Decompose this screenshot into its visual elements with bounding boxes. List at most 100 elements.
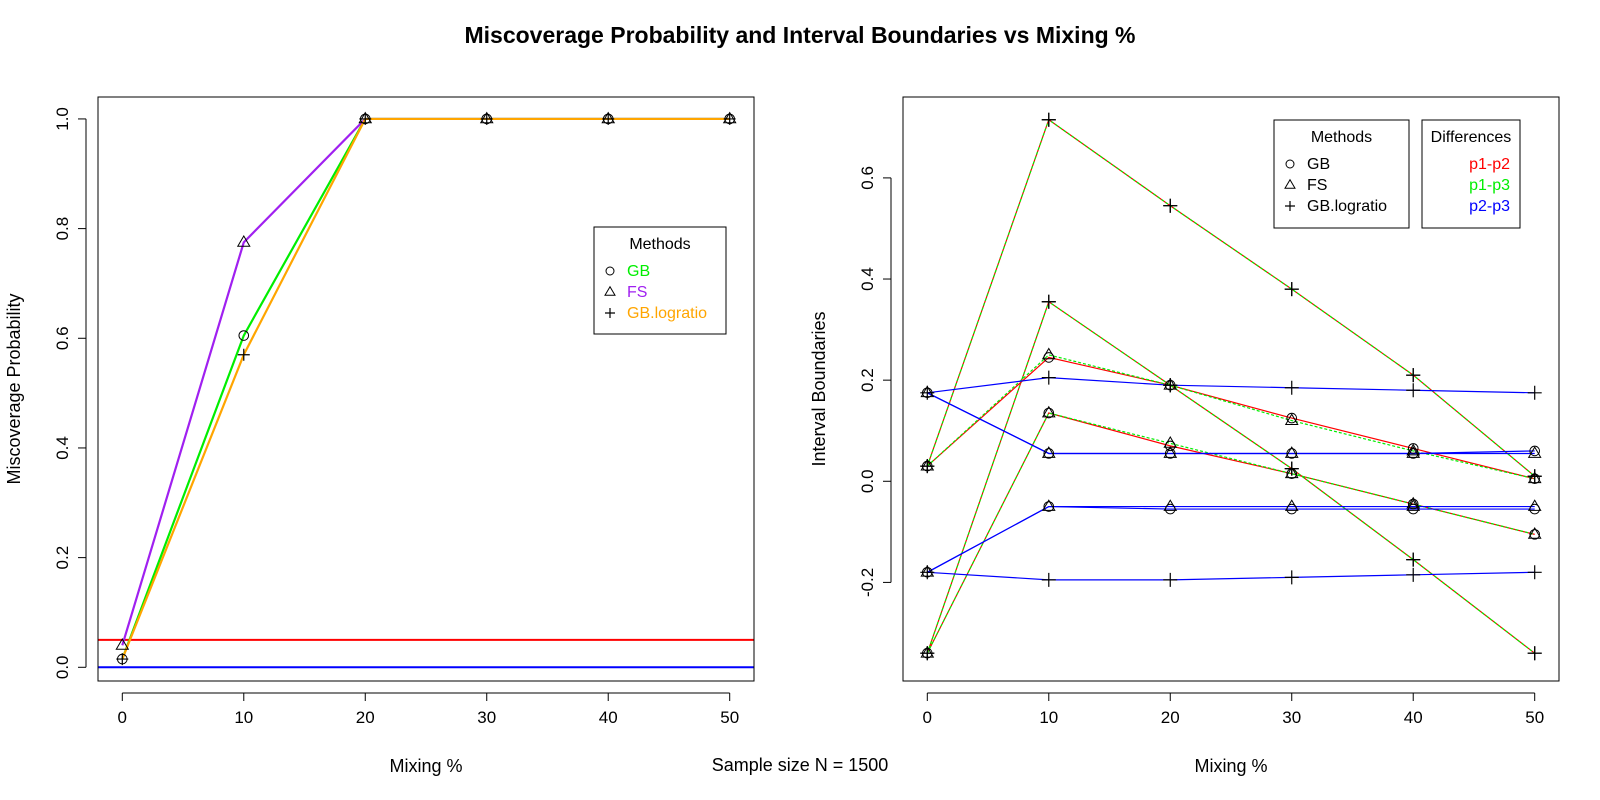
series-line [927, 505, 1535, 573]
data-point [1284, 466, 1299, 479]
legend-box [1273, 119, 1410, 229]
plot-frame [97, 96, 755, 682]
y-tick-label: 0.4 [53, 436, 72, 460]
legend-entry-label: p1-p2 [1469, 156, 1510, 173]
series-line [926, 300, 1536, 654]
data-point [920, 385, 935, 398]
data-point [1407, 448, 1419, 459]
legend-entry-label: GB.logratio [627, 305, 707, 322]
series-line [927, 505, 1535, 573]
series-line [926, 356, 1535, 480]
legend-marker [1285, 201, 1295, 211]
series-line [121, 117, 730, 660]
data-point [1527, 471, 1542, 484]
series-line [927, 392, 1535, 455]
y-axis-label: Miscoverage Probability [4, 293, 24, 484]
x-axis-label: Mixing % [1194, 756, 1267, 776]
y-tick-label: 0.6 [53, 326, 72, 350]
data-point [921, 647, 933, 659]
x-tick-label: 10 [1039, 708, 1058, 727]
data-point [1286, 412, 1298, 424]
legend-title: Methods [1311, 129, 1372, 146]
data-point [920, 458, 935, 471]
x-tick-label: 40 [1404, 708, 1423, 727]
data-point [1284, 446, 1299, 458]
data-point [1406, 552, 1421, 567]
legend-entry-label: GB.logratio [1307, 198, 1387, 215]
legend-entry-label: GB [1307, 156, 1330, 173]
data-point [1284, 499, 1299, 511]
data-point [1043, 448, 1055, 459]
y-tick-label: 0.2 [858, 368, 877, 392]
legend-entry-label: FS [1307, 177, 1327, 194]
x-tick-label: 0 [118, 708, 127, 727]
data-point [1527, 385, 1542, 400]
figure-title: Miscoverage Probability and Interval Bou… [464, 22, 1135, 48]
legend-marker [605, 266, 615, 276]
data-point [920, 564, 935, 577]
data-point [1284, 570, 1299, 585]
y-tick-label: 0.2 [53, 546, 72, 570]
data-point [1527, 646, 1542, 661]
data-point [1041, 499, 1056, 511]
y-axis-label: Interval Boundaries [809, 311, 829, 466]
legend-entry-label: GB [627, 263, 650, 280]
data-point [1164, 448, 1176, 459]
data-point [480, 112, 493, 125]
x-tick-label: 20 [1161, 708, 1180, 727]
data-point [723, 112, 736, 125]
x-tick-label: 50 [1525, 708, 1544, 727]
data-point [1041, 347, 1056, 360]
y-tick-label: -0.2 [858, 568, 877, 597]
x-tick-label: 40 [599, 708, 618, 727]
data-point [1286, 448, 1298, 459]
x-tick-label: 20 [356, 708, 375, 727]
legend-title: Methods [629, 236, 690, 253]
x-tick-label: 30 [477, 708, 496, 727]
data-point [1527, 446, 1542, 458]
data-point [1041, 370, 1056, 385]
y-tick-label: 0.4 [858, 267, 877, 291]
data-point [1407, 443, 1419, 454]
data-point [236, 235, 251, 247]
x-tick-label: 50 [720, 708, 739, 727]
data-point [1406, 383, 1421, 398]
data-point [1527, 565, 1542, 580]
legend-marker [605, 308, 615, 318]
data-point [1527, 527, 1542, 539]
data-point [115, 638, 130, 650]
data-point [1406, 567, 1421, 582]
x-axis-label: Mixing % [389, 756, 462, 776]
y-tick-label: 1.0 [53, 107, 72, 131]
series-line [121, 117, 730, 660]
data-point [1406, 499, 1421, 511]
data-point [921, 566, 933, 578]
data-point [237, 348, 250, 361]
series-line [927, 571, 1535, 581]
legend-box [1421, 119, 1521, 229]
data-point [1163, 198, 1178, 213]
data-point [1529, 473, 1541, 485]
series-line [926, 354, 1535, 480]
data-point [1284, 413, 1299, 425]
data-point [1041, 446, 1056, 458]
data-point [920, 645, 935, 658]
data-point [1043, 407, 1055, 419]
data-point [602, 112, 615, 125]
data-point [1163, 572, 1178, 587]
data-point [1529, 445, 1541, 457]
legend-entry-label: p2-p3 [1469, 198, 1510, 215]
y-tick-label: 0.6 [858, 166, 877, 190]
legend-box [593, 226, 727, 335]
data-point [1407, 498, 1419, 510]
interval-panel: 0 10 20 30 40 50 -0.2 0.0 0.2 0.4 0.6 Mixing % Inter… [809, 96, 1560, 776]
legend-entry-label: p1-p3 [1469, 177, 1510, 194]
y-tick-label: 0.8 [53, 217, 72, 241]
footnote: Sample size N = 1500 [712, 755, 889, 775]
legend-marker [604, 285, 616, 296]
data-point [1527, 499, 1542, 511]
data-point [1041, 405, 1056, 418]
legend-title: Differences [1431, 129, 1512, 146]
plot-frame [902, 96, 1560, 682]
